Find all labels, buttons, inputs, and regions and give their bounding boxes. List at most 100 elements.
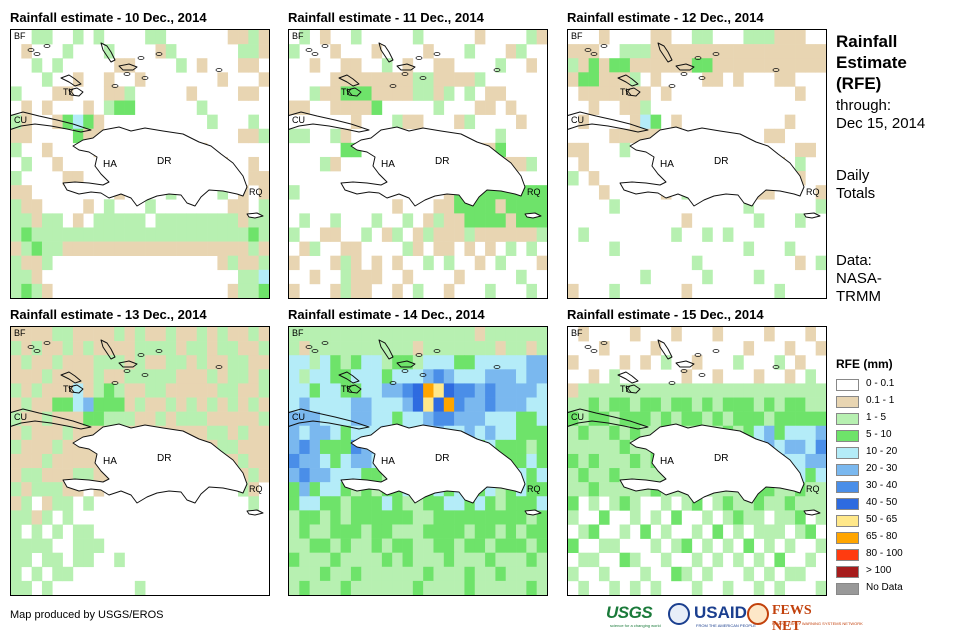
rainfall-cell [629, 383, 641, 398]
rainfall-cell [433, 58, 445, 73]
rainfall-cell [381, 355, 393, 370]
rainfall-cell [299, 341, 310, 356]
small-island-coastline [123, 369, 131, 373]
rainfall-cell [609, 538, 620, 553]
rainfall-cell [238, 30, 249, 45]
rainfall-cell [795, 496, 806, 511]
rainfall-cell [176, 227, 187, 242]
rainfall-cell [41, 439, 53, 455]
rainfall-cell [62, 369, 74, 384]
rainfall-cell [722, 538, 734, 553]
rainfall-cell [784, 58, 796, 73]
small-island-coastline [111, 84, 119, 88]
hispaniola-coastline [340, 423, 526, 504]
rainfall-cell [443, 327, 455, 342]
rainfall-cell [815, 538, 826, 553]
rainfall-cell [238, 283, 249, 298]
rainfall-cell [764, 425, 775, 441]
legend-item: > 100 [836, 564, 893, 581]
rainfall-cell [423, 72, 434, 87]
rainfall-cell [319, 86, 331, 101]
rainfall-cell [299, 241, 310, 256]
map-label-ha: HA [660, 456, 674, 467]
rainfall-cell [495, 411, 507, 427]
bahamas-coastline [675, 63, 695, 71]
rainfall-cell [381, 227, 393, 242]
rainfall-cell [381, 58, 393, 73]
legend-item: 30 - 40 [836, 479, 897, 496]
rainfall-cell [340, 496, 352, 511]
rainfall-map: BF TK CU HA DR RQ [567, 326, 827, 596]
rainfall-cell [103, 411, 115, 427]
rainfall-cell [691, 496, 703, 511]
rainfall-cell [72, 114, 84, 130]
small-island-coastline [668, 381, 676, 385]
rainfall-cell [340, 383, 352, 398]
rainfall-cell [21, 185, 32, 200]
rainfall-cell [578, 327, 589, 342]
rainfall-cell [464, 199, 476, 214]
puerto-rico-coastline [524, 509, 542, 516]
rainfall-cell [21, 439, 32, 455]
rainfall-cell [443, 213, 455, 228]
map-label-tk: TK [63, 87, 75, 97]
rainfall-cell [340, 58, 352, 73]
rainfall-cell [774, 580, 786, 595]
rainfall-cell [712, 496, 724, 511]
rainfall-cell [795, 397, 806, 412]
legend-swatch [836, 413, 859, 425]
rainfall-cell [568, 283, 579, 298]
rainfall-cell [381, 86, 393, 101]
rainfall-cell [578, 468, 589, 483]
rainfall-cell [774, 44, 786, 59]
rainfall-cell [702, 397, 713, 412]
rainfall-cell [227, 341, 239, 356]
rainfall-cell [764, 327, 775, 342]
rainfall-cell [31, 411, 43, 427]
rainfall-cell [433, 327, 445, 342]
rainfall-cell [350, 283, 362, 298]
rainfall-cell [412, 341, 424, 356]
rainfall-cell [217, 241, 229, 256]
rainfall-cell [155, 383, 167, 398]
rainfall-cell [516, 369, 527, 384]
rainfall-cell [11, 397, 22, 412]
rainfall-cell [454, 510, 465, 525]
rainfall-cell [21, 580, 32, 595]
rainfall-cell [443, 397, 455, 412]
rainfall-cell [238, 425, 249, 441]
rainfall-cell [640, 411, 651, 427]
rainfall-cell [526, 397, 537, 412]
rainfall-cell [609, 283, 620, 298]
rainfall-cell [330, 496, 341, 511]
rainfall-cell [361, 566, 372, 582]
rainfall-cell [443, 241, 455, 256]
rainfall-cell [495, 185, 507, 200]
rainfall-cell [640, 269, 651, 285]
rainfall-cell [733, 552, 744, 568]
rainfall-cell [402, 524, 414, 539]
legend-swatch [836, 515, 859, 527]
rainfall-cell [31, 30, 43, 45]
legend-item: 1 - 5 [836, 411, 893, 428]
rainfall-cell [83, 227, 94, 242]
rainfall-cell [454, 369, 465, 384]
rainfall-cell [702, 44, 713, 59]
rainfall-cell [774, 128, 786, 144]
rainfall-cell [361, 453, 372, 469]
rainfall-cell [753, 30, 765, 45]
rainfall-cell [83, 524, 94, 539]
rainfall-cell [753, 425, 765, 441]
rainfall-cell [31, 213, 43, 228]
rainfall-cell [629, 425, 641, 441]
rainfall-cell [526, 213, 537, 228]
rainfall-cell [412, 524, 424, 539]
rainfall-cell [691, 383, 703, 398]
rainfall-cell [392, 411, 403, 427]
rainfall-cell [238, 58, 249, 73]
small-island-coastline [419, 76, 427, 80]
rainfall-cell [21, 44, 32, 59]
rainfall-cell [145, 411, 156, 427]
rainfall-cell [361, 327, 372, 342]
rainfall-cell [72, 468, 84, 483]
